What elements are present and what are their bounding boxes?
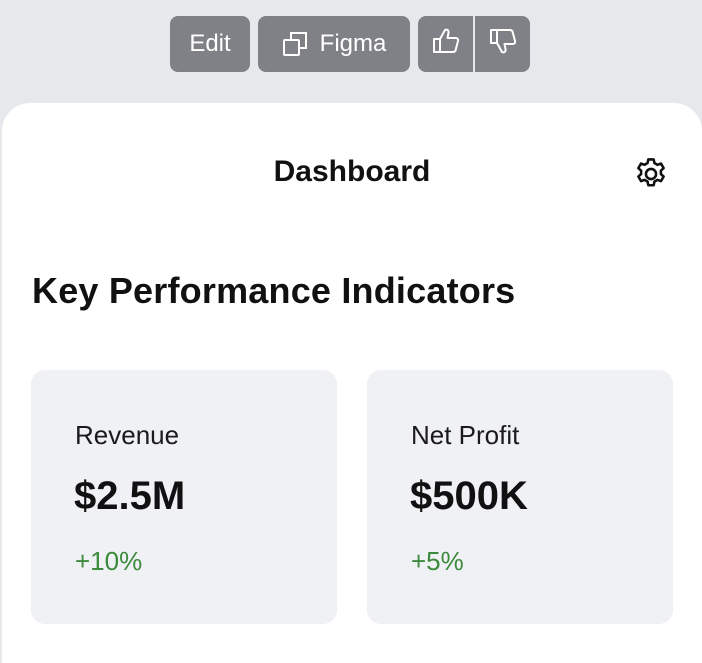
edit-button-label: Edit	[189, 30, 231, 57]
thumbs-up-icon	[431, 26, 461, 63]
settings-button[interactable]	[631, 156, 671, 196]
kpi-label: Net Profit	[411, 420, 520, 450]
like-button[interactable]	[418, 16, 475, 72]
kpi-value: $2.5M	[74, 474, 186, 518]
feedback-group	[418, 16, 530, 72]
edit-button[interactable]: Edit	[170, 16, 250, 72]
copy-icon	[282, 31, 308, 57]
kpi-value: $500K	[410, 474, 528, 518]
figma-button[interactable]: Figma	[258, 16, 410, 72]
kpi-change: +10%	[75, 546, 143, 576]
kpi-label: Revenue	[75, 420, 180, 450]
toolbar: Edit Figma	[170, 16, 530, 72]
thumbs-down-icon	[488, 26, 518, 63]
figma-button-label: Figma	[319, 30, 387, 57]
kpi-change: +5%	[411, 546, 464, 576]
gear-icon	[632, 155, 670, 198]
page-title: Dashboard	[273, 155, 431, 188]
kpi-card-net-profit: Net Profit $500K +5%	[367, 370, 673, 624]
section-title: Key Performance Indicators	[32, 270, 516, 311]
dislike-button[interactable]	[475, 16, 530, 72]
dashboard-card: Dashboard Key Performance Indicators Rev…	[2, 103, 702, 663]
kpi-card-revenue: Revenue $2.5M +10%	[31, 370, 337, 624]
